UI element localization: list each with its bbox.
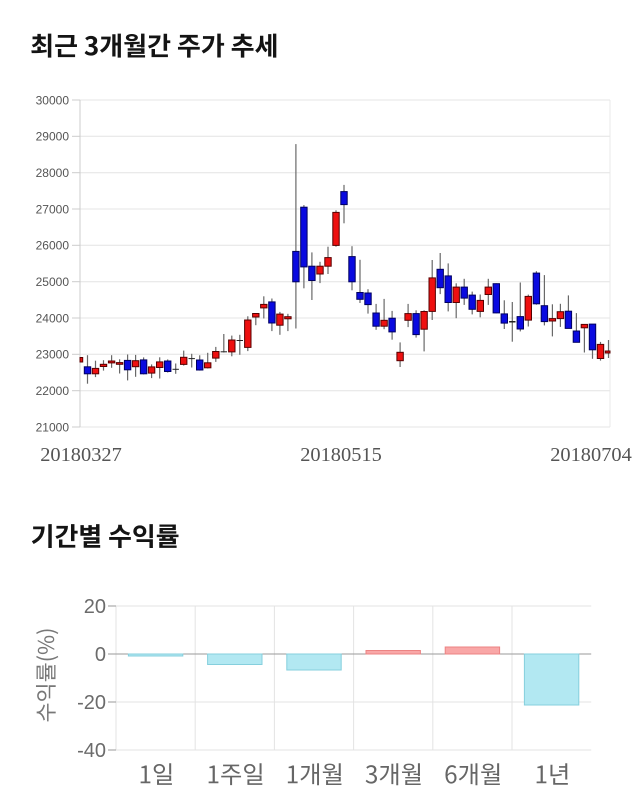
svg-text:-40: -40 bbox=[77, 740, 106, 762]
svg-text:23000: 23000 bbox=[36, 348, 70, 362]
svg-text:24000: 24000 bbox=[36, 311, 70, 325]
svg-text:25000: 25000 bbox=[36, 275, 70, 289]
svg-text:21000: 21000 bbox=[36, 420, 70, 434]
svg-text:20: 20 bbox=[84, 596, 106, 618]
svg-text:29000: 29000 bbox=[36, 130, 70, 144]
svg-text:28000: 28000 bbox=[36, 166, 70, 180]
svg-text:0: 0 bbox=[95, 644, 106, 666]
svg-text:27000: 27000 bbox=[36, 202, 70, 216]
svg-text:20180327: 20180327 bbox=[40, 444, 122, 466]
svg-text:22000: 22000 bbox=[36, 384, 70, 398]
svg-text:30000: 30000 bbox=[36, 93, 70, 107]
svg-text:20180515: 20180515 bbox=[300, 444, 382, 466]
svg-text:20180704: 20180704 bbox=[550, 444, 632, 466]
svg-text:26000: 26000 bbox=[36, 239, 70, 253]
svg-text:-20: -20 bbox=[77, 692, 106, 714]
